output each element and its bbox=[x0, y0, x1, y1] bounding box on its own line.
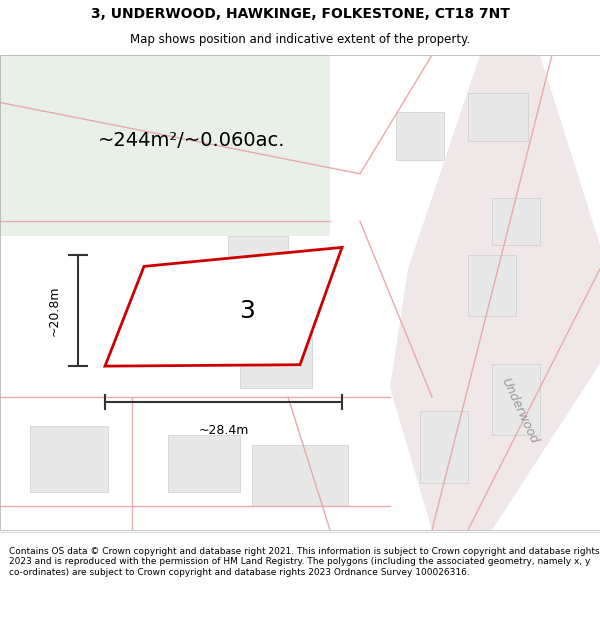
Polygon shape bbox=[228, 236, 288, 292]
Polygon shape bbox=[468, 254, 516, 316]
Text: ~244m²/~0.060ac.: ~244m²/~0.060ac. bbox=[98, 131, 286, 150]
Text: ~28.4m: ~28.4m bbox=[199, 424, 248, 437]
Text: ~20.8m: ~20.8m bbox=[47, 285, 61, 336]
Polygon shape bbox=[30, 426, 108, 492]
Polygon shape bbox=[0, 55, 330, 236]
Text: Contains OS data © Crown copyright and database right 2021. This information is : Contains OS data © Crown copyright and d… bbox=[9, 547, 599, 577]
Polygon shape bbox=[492, 198, 540, 245]
Polygon shape bbox=[396, 112, 444, 159]
Polygon shape bbox=[240, 302, 312, 388]
Polygon shape bbox=[168, 435, 240, 492]
Polygon shape bbox=[105, 248, 342, 366]
Polygon shape bbox=[390, 55, 600, 530]
Text: 3, UNDERWOOD, HAWKINGE, FOLKESTONE, CT18 7NT: 3, UNDERWOOD, HAWKINGE, FOLKESTONE, CT18… bbox=[91, 7, 509, 21]
Polygon shape bbox=[492, 364, 540, 435]
Polygon shape bbox=[468, 93, 528, 141]
Polygon shape bbox=[252, 444, 348, 506]
Text: Underwood: Underwood bbox=[498, 376, 540, 446]
Text: 3: 3 bbox=[239, 299, 254, 323]
Text: Map shows position and indicative extent of the property.: Map shows position and indicative extent… bbox=[130, 33, 470, 46]
Polygon shape bbox=[420, 411, 468, 482]
